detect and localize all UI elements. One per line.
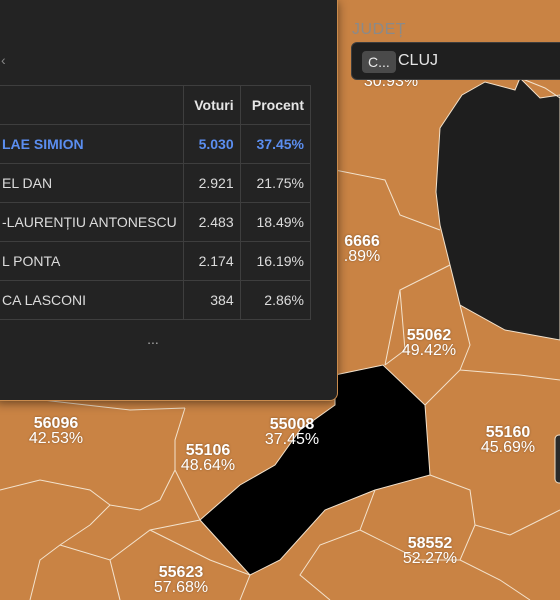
county-filter-label: JUDEȚ xyxy=(352,21,407,38)
candidate-name: EL DAN xyxy=(0,163,184,203)
candidate-name: L PONTA xyxy=(0,241,184,281)
candidate-votes: 2.921 xyxy=(183,163,241,203)
map-label-selected: 55008 37.45% xyxy=(264,416,320,448)
map-label: 55062 49.42% xyxy=(401,327,457,359)
region-selected[interactable] xyxy=(199,364,431,576)
map-label: 55106 48.64% xyxy=(180,442,236,474)
candidate-percent: 2.86% xyxy=(239,280,312,320)
map-label: 55623 57.68% xyxy=(153,564,209,596)
candidate-percent: 37.45% xyxy=(239,124,312,164)
header-votes: Voturi xyxy=(183,85,241,125)
more-results-ellipsis[interactable]: ... xyxy=(147,331,159,347)
county-chip[interactable]: C... xyxy=(362,51,396,73)
table-row[interactable]: LAE SIMION 5.030 37.45% xyxy=(0,124,312,164)
table-row[interactable]: CA LASCONI 384 2.86% xyxy=(0,280,312,320)
candidate-votes: 2.483 xyxy=(183,202,241,242)
map-label: 6666.89% xyxy=(343,233,381,265)
candidate-name: CA LASCONI xyxy=(0,280,184,320)
table-header-row: Voturi Procent xyxy=(0,85,312,125)
map-label: 55160 45.69% xyxy=(480,424,536,456)
candidate-percent: 18.49% xyxy=(239,202,312,242)
candidate-votes: 384 xyxy=(183,280,241,320)
candidate-name: LAE SIMION xyxy=(0,124,184,164)
county-select[interactable]: C... CLUJ xyxy=(351,42,560,80)
region-dark-northeast[interactable] xyxy=(435,77,560,341)
candidate-votes: 2.174 xyxy=(183,241,241,281)
results-table: Voturi Procent LAE SIMION 5.030 37.45% E… xyxy=(0,85,312,359)
map-label: 56096 42.53% xyxy=(28,415,84,447)
panel-truncated-icon: ‹ xyxy=(1,52,6,68)
map-label: 58552 52.27% xyxy=(402,535,458,567)
table-row[interactable]: L PONTA 2.174 16.19% xyxy=(0,241,312,281)
candidate-name: -LAURENȚIU ANTONESCU xyxy=(0,202,184,242)
candidate-percent: 16.19% xyxy=(239,241,312,281)
results-panel: ‹ Voturi Procent LAE SIMION 5.030 37.45%… xyxy=(0,0,338,401)
table-row[interactable]: EL DAN 2.921 21.75% xyxy=(0,163,312,203)
header-percent: Procent xyxy=(239,85,312,125)
county-select-value: CLUJ xyxy=(398,52,439,69)
header-name xyxy=(0,85,184,125)
table-row[interactable]: -LAURENȚIU ANTONESCU 2.483 18.49% xyxy=(0,202,312,242)
table-more-row[interactable]: ... xyxy=(0,320,311,359)
candidate-percent: 21.75% xyxy=(239,163,312,203)
candidate-votes: 5.030 xyxy=(183,124,241,164)
edge-marker xyxy=(554,434,560,484)
